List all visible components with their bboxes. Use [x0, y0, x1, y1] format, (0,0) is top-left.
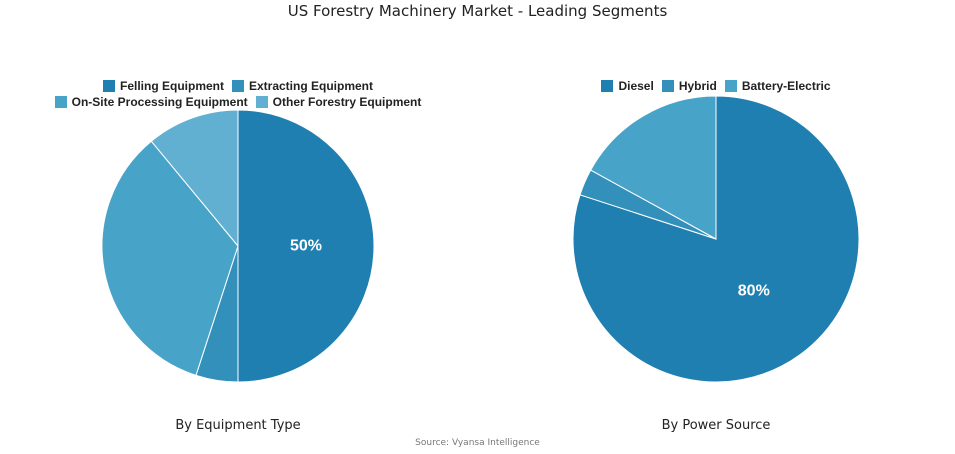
legend-label: Extracting Equipment	[248, 79, 373, 93]
pie-slice-on-site-processing-equipment	[101, 140, 239, 376]
source-note: Source: Vyansa Intelligence	[415, 438, 540, 448]
legend-swatch	[661, 80, 674, 92]
legend-equipment-type: Felling Equipment Extracting Equipment On-…	[10, 79, 466, 109]
pie-slice-battery-electric	[590, 95, 717, 240]
legend-swatch	[231, 80, 244, 92]
legend-power-source: Diesel Hybrid Battery-Electric	[540, 79, 892, 93]
legend-item-hybrid: Hybrid	[661, 79, 717, 93]
pie-slice-felling-equipment	[237, 109, 375, 383]
legend-swatch	[255, 96, 268, 108]
legend-label: Battery-Electric	[741, 79, 831, 93]
legend-label: Diesel	[618, 79, 654, 93]
caption-power-source: By Power Source	[661, 418, 771, 433]
legend-label: On-Site Processing Equipment	[71, 95, 248, 109]
chart-title: US Forestry Machinery Market - Leading S…	[287, 2, 668, 20]
legend-item-felling-equipment: Felling Equipment	[102, 79, 224, 93]
legend-label: Felling Equipment	[119, 79, 224, 93]
legend-item-diesel: Diesel	[601, 79, 654, 93]
legend-item-other-forestry-equipment: Other Forestry Equipment	[255, 95, 422, 109]
legend-swatch	[724, 80, 737, 92]
legend-label: Hybrid	[678, 79, 717, 93]
legend-swatch	[102, 80, 115, 92]
data-label-felling-equipment: 50%	[290, 238, 322, 255]
caption-equipment-type: By Equipment Type	[175, 418, 301, 433]
legend-label: Other Forestry Equipment	[272, 95, 422, 109]
legend-item-on-site-processing-equipment: On-Site Processing Equipment	[54, 95, 248, 109]
data-label-diesel: 80%	[738, 283, 770, 300]
legend-swatch	[601, 80, 614, 92]
legend-swatch	[54, 96, 67, 108]
pie-slice-other-forestry-equipment	[150, 109, 239, 248]
legend-item-battery-electric: Battery-Electric	[724, 79, 831, 93]
legend-item-extracting-equipment: Extracting Equipment	[231, 79, 373, 93]
